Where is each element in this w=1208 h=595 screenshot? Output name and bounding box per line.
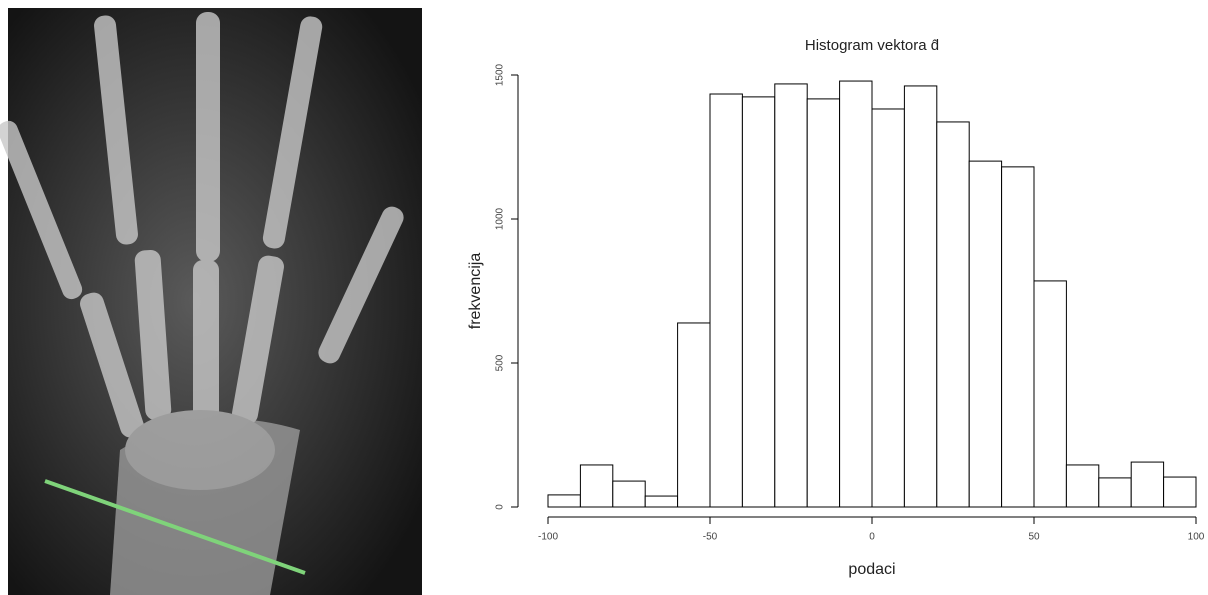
x-axis-label: podaci [848,561,895,578]
bar [741,96,776,508]
x-tick-label: 50 [1028,532,1040,543]
bar [871,108,905,508]
bar [1163,476,1197,508]
bar [644,495,679,508]
histogram-chart: Histogram vektora d̂ podaci frekvencija … [467,37,1205,578]
bar [806,98,841,508]
y-axis-label: frekvencija [467,253,484,330]
bar [612,480,646,508]
bar [1001,166,1035,508]
x-tick-label: -50 [703,532,718,543]
y-tick-label: 1000 [495,207,506,230]
bar [579,464,614,508]
bar [968,160,1003,508]
bar [709,93,743,508]
bar [547,494,581,508]
bar [1033,280,1067,508]
chart-title: Histogram vektora d̂ [805,37,939,54]
x-tick-label: 0 [869,532,875,543]
y-tick-label: 1500 [495,63,506,86]
x-tick-label: 100 [1188,532,1205,543]
bar [1065,464,1100,508]
y-tick-label: 500 [495,354,506,371]
bar [839,80,873,508]
xray-image [0,8,422,595]
bar [677,322,711,508]
bar [903,85,938,508]
bar [774,83,808,508]
bar [936,121,970,508]
bar [1098,477,1132,508]
y-tick-label: 0 [495,504,506,510]
x-tick-label: -100 [538,532,558,543]
bar [1130,461,1165,508]
